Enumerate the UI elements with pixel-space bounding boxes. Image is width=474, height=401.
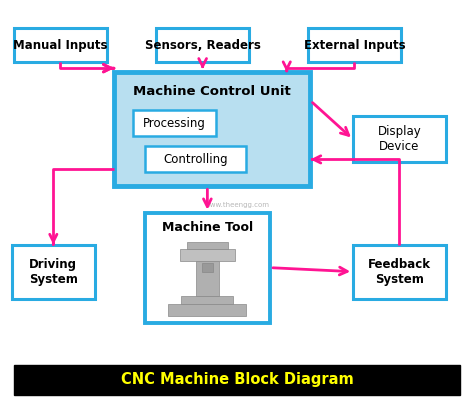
FancyBboxPatch shape <box>180 249 235 261</box>
FancyBboxPatch shape <box>168 304 246 316</box>
FancyBboxPatch shape <box>12 245 95 299</box>
Text: Display
Device: Display Device <box>377 126 421 153</box>
FancyBboxPatch shape <box>145 213 270 323</box>
Text: Sensors, Readers: Sensors, Readers <box>145 38 261 52</box>
FancyBboxPatch shape <box>187 242 228 249</box>
Text: External Inputs: External Inputs <box>303 38 405 52</box>
FancyBboxPatch shape <box>14 28 107 62</box>
FancyBboxPatch shape <box>196 261 219 296</box>
Text: Manual Inputs: Manual Inputs <box>13 38 108 52</box>
FancyBboxPatch shape <box>353 245 446 299</box>
Text: Feedback
System: Feedback System <box>368 258 431 286</box>
Text: Driving
System: Driving System <box>29 258 78 286</box>
FancyBboxPatch shape <box>308 28 401 62</box>
FancyBboxPatch shape <box>114 72 310 186</box>
Text: Processing: Processing <box>143 117 206 130</box>
Text: Machine Control Unit: Machine Control Unit <box>133 85 291 98</box>
FancyBboxPatch shape <box>156 28 249 62</box>
Text: Controlling: Controlling <box>163 153 228 166</box>
FancyBboxPatch shape <box>181 296 233 304</box>
Text: www.theengg.com: www.theengg.com <box>204 203 270 208</box>
FancyBboxPatch shape <box>133 110 216 136</box>
Text: Machine Tool: Machine Tool <box>162 221 253 234</box>
FancyBboxPatch shape <box>353 116 446 162</box>
FancyBboxPatch shape <box>202 263 212 272</box>
FancyBboxPatch shape <box>145 146 246 172</box>
FancyBboxPatch shape <box>14 365 460 395</box>
Text: CNC Machine Block Diagram: CNC Machine Block Diagram <box>120 372 354 387</box>
